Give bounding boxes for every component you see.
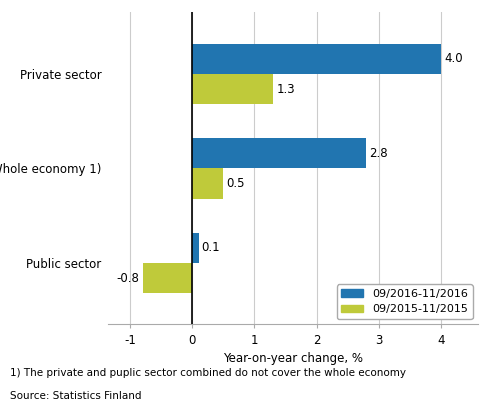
Text: 0.5: 0.5 [226,177,245,190]
Legend: 09/2016-11/2016, 09/2015-11/2015: 09/2016-11/2016, 09/2015-11/2015 [337,285,473,319]
Text: 1) The private and puplic sector combined do not cover the whole economy: 1) The private and puplic sector combine… [10,368,406,378]
Text: -0.8: -0.8 [117,272,140,285]
Bar [192,233,199,263]
Text: Source: Statistics Finland: Source: Statistics Finland [10,391,141,401]
Text: 4.0: 4.0 [444,52,462,65]
Text: 2.8: 2.8 [369,147,388,160]
Bar [192,44,441,74]
Bar [192,74,273,104]
Bar [142,263,192,293]
Text: 1.3: 1.3 [276,82,295,96]
Text: 0.1: 0.1 [202,241,220,255]
Bar [192,138,366,168]
Bar [192,168,223,199]
X-axis label: Year-on-year change, %: Year-on-year change, % [223,352,363,365]
